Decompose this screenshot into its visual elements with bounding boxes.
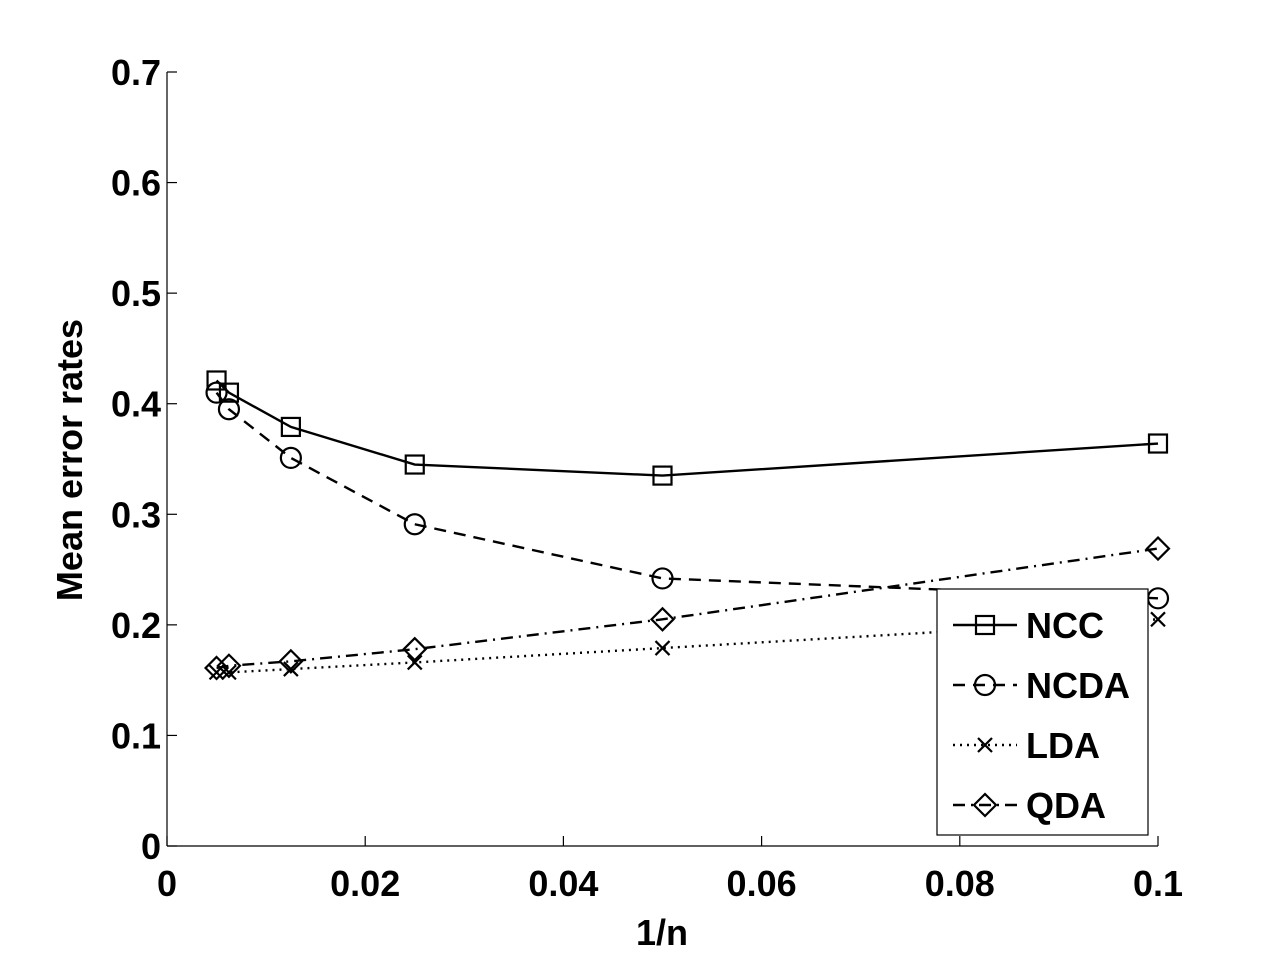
legend-marker-ncc <box>974 614 996 636</box>
data-point-ncc <box>652 465 673 486</box>
series-qda <box>203 536 1171 681</box>
data-point-ncc <box>280 416 301 438</box>
ticks: 0 0.02 0.04 0.06 0.08 0.1 0 0.1 0.2 0.3 0.4 0.5 0.6 0… <box>111 52 1183 904</box>
data-point-lda <box>406 654 423 671</box>
y-tick-label: 0.7 <box>111 52 161 93</box>
y-tick-label: 0.5 <box>111 273 161 314</box>
legend-marker-lda <box>977 737 993 753</box>
data-point-ncda <box>217 398 241 421</box>
data-point-ncda <box>279 446 302 469</box>
data-point-qda <box>402 636 428 662</box>
legend-label-lda: LDA <box>1026 725 1100 766</box>
data-point-qda <box>1145 536 1171 562</box>
y-tick-label: 0.3 <box>111 494 161 535</box>
data-point-lda <box>283 661 299 677</box>
legend-entries: NCC NCDA LDA QDA <box>953 605 1130 826</box>
x-tick-label: 0.02 <box>330 863 400 904</box>
data-point-qda <box>216 653 242 679</box>
x-tick-label: 0.06 <box>727 863 797 904</box>
legend-marker-ncda <box>973 673 997 697</box>
x-tick-label: 0.1 <box>1133 863 1183 904</box>
y-axis-label: Mean error rates <box>49 319 90 601</box>
legend-entry-ncda: NCDA <box>953 665 1130 706</box>
legend-label-qda: QDA <box>1026 785 1106 826</box>
y-tick-label: 0.1 <box>111 715 161 756</box>
legend-entry-qda: QDA <box>953 785 1106 826</box>
data-point-ncc <box>1147 433 1169 454</box>
legend: NCC NCDA LDA QDA <box>936 588 1149 836</box>
data-point-ncc <box>404 454 425 475</box>
data-point-qda <box>203 655 230 681</box>
legend-entry-lda: LDA <box>953 725 1100 766</box>
legend-label-ncc: NCC <box>1026 605 1104 646</box>
data-point-qda <box>649 606 676 632</box>
data-point-qda <box>278 648 304 674</box>
data-point-lda <box>1150 611 1166 628</box>
data-point-ncda <box>403 513 426 536</box>
x-axis-label: 1/n <box>636 912 688 953</box>
x-tick-label: 0.08 <box>925 863 995 904</box>
series-lda <box>208 611 1166 681</box>
legend-marker-qda <box>972 792 998 818</box>
y-tick-label: 0.4 <box>111 384 161 425</box>
data-point-ncda <box>651 567 674 590</box>
legend-entry-ncc: NCC <box>953 605 1104 646</box>
x-tick-label: 0 <box>157 863 177 904</box>
legend-label-ncda: NCDA <box>1026 665 1130 706</box>
y-tick-label: 0 <box>141 826 161 867</box>
data-point-ncc <box>218 382 240 403</box>
y-tick-label: 0.6 <box>111 163 161 204</box>
data-point-lda <box>654 640 671 656</box>
legend-box <box>936 588 1149 836</box>
series-line-ncda <box>215 391 1159 600</box>
data-point-ncda <box>205 381 228 404</box>
y-tick-label: 0.2 <box>111 605 161 646</box>
data-point-ncc <box>206 370 227 391</box>
x-tick-label: 0.04 <box>528 863 598 904</box>
